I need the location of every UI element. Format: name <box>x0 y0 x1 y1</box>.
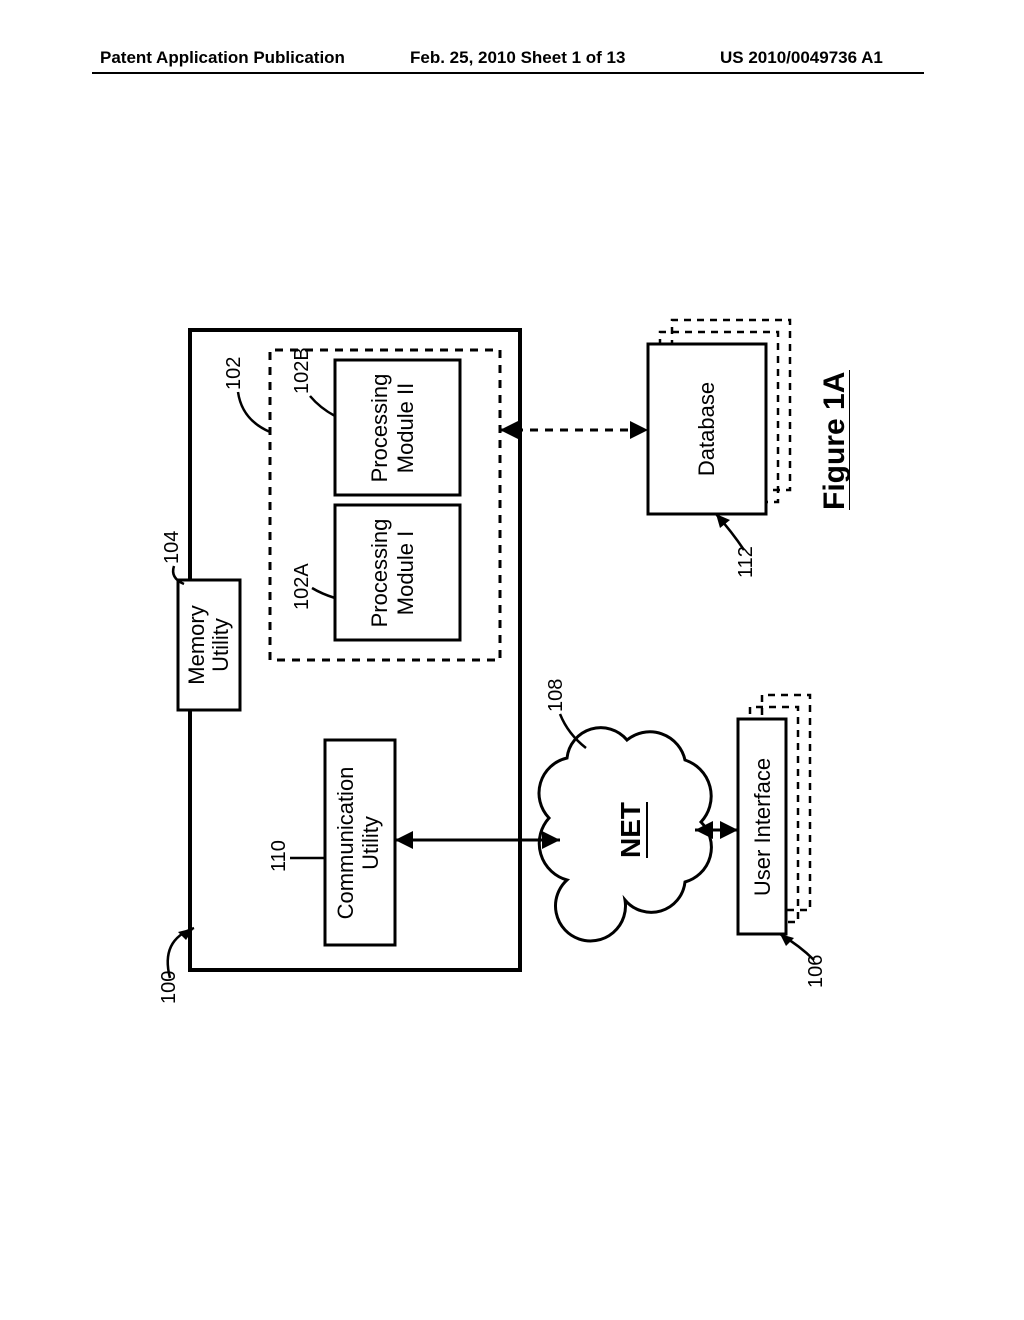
ref-102A: 102A <box>291 563 335 610</box>
database-label: Database <box>694 382 719 476</box>
header-right: US 2010/0049736 A1 <box>720 48 883 68</box>
ref-104: 104 <box>161 531 184 584</box>
net-label: NET <box>615 802 646 858</box>
memory-utility-label-1: Memory <box>184 605 209 684</box>
svg-text:102: 102 <box>223 357 245 390</box>
user-interface-stack: User Interface <box>738 695 810 934</box>
svg-text:112: 112 <box>735 546 757 578</box>
svg-text:104: 104 <box>161 531 183 564</box>
database-stack: Database <box>648 320 790 514</box>
svg-text:110: 110 <box>268 840 290 872</box>
arrow-comm-to-net <box>395 831 560 849</box>
figure-1a-diagram: Memory Utility Communication Utility Pro… <box>150 270 850 1030</box>
communication-utility-label-1: Communication <box>333 767 358 920</box>
svg-text:108: 108 <box>545 679 567 712</box>
processing-module-2-label-2: Module II <box>393 383 418 474</box>
svg-text:102B: 102B <box>291 347 313 394</box>
figure-label: Figure 1A <box>818 372 850 510</box>
processing-module-2-label-1: Processing <box>367 374 392 483</box>
ref-102: 102 <box>223 357 270 432</box>
processing-module-1-label-2: Module I <box>393 531 418 615</box>
header-left: Patent Application Publication <box>100 48 345 68</box>
ref-112: 112 <box>716 514 757 578</box>
user-interface-label: User Interface <box>750 758 775 896</box>
header-center: Feb. 25, 2010 Sheet 1 of 13 <box>410 48 625 68</box>
ref-106: 106 <box>780 934 827 988</box>
memory-utility-label-2: Utility <box>208 618 233 672</box>
ref-102B: 102B <box>291 347 335 416</box>
svg-text:106: 106 <box>805 955 827 988</box>
processing-module-1-label-1: Processing <box>367 519 392 628</box>
header-rule <box>92 72 924 74</box>
svg-text:102A: 102A <box>291 563 313 610</box>
communication-utility-label-2: Utility <box>358 816 383 870</box>
arrow-processor-to-database <box>500 421 648 439</box>
ref-110: 110 <box>268 840 325 872</box>
